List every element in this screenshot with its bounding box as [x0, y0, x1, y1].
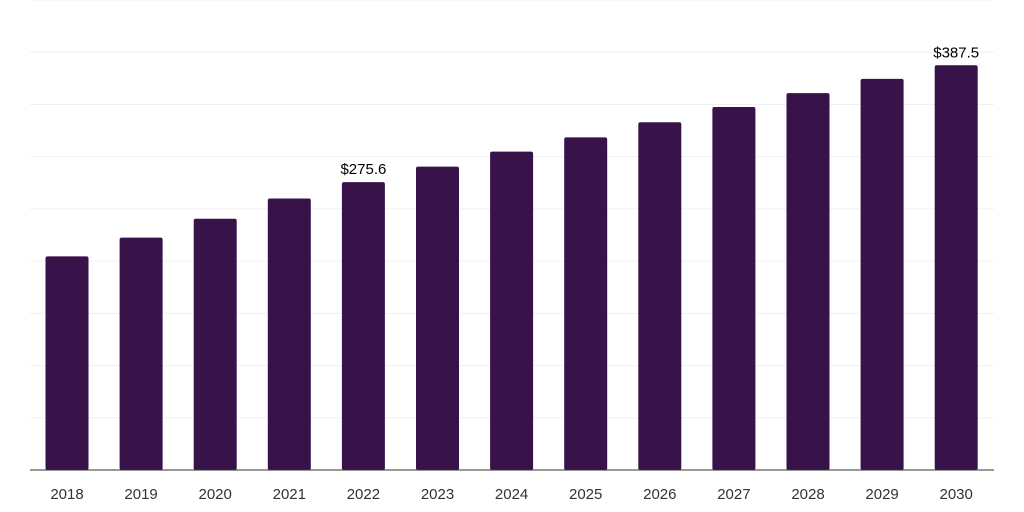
- bar-2029: [860, 78, 904, 470]
- data-label-2022: $275.6: [340, 161, 386, 178]
- bar-2022: [341, 182, 385, 470]
- data-label-2030: $387.5: [933, 44, 979, 61]
- data-labels: $275.6 $387.5: [340, 44, 979, 178]
- bar-2021: [267, 198, 311, 470]
- bar-2028: [786, 93, 830, 471]
- x-tick-label-2027: 2027: [717, 486, 750, 503]
- bar-2024: [490, 151, 534, 471]
- x-tick-label-2029: 2029: [865, 486, 898, 503]
- x-tick-label-2030: 2030: [940, 486, 973, 503]
- bar-2020: [193, 218, 237, 470]
- bar-2026: [638, 122, 682, 470]
- x-tick-label-2019: 2019: [124, 486, 157, 503]
- x-tick-label-2026: 2026: [643, 486, 676, 503]
- x-tick-label-2028: 2028: [791, 486, 824, 503]
- bar-2018: [45, 256, 89, 470]
- bar-2025: [564, 137, 608, 470]
- bars: [45, 65, 978, 471]
- x-tick-label-2024: 2024: [495, 486, 528, 503]
- bar-2030: [934, 65, 978, 471]
- bar-2027: [712, 107, 756, 471]
- bar-2019: [119, 237, 163, 470]
- x-axis-tick-labels: 2018 2019 2020 2021 2022 2023 2024 2025 2026 2027…: [50, 486, 973, 503]
- x-tick-label-2021: 2021: [273, 486, 306, 503]
- x-tick-label-2018: 2018: [50, 486, 83, 503]
- x-tick-label-2020: 2020: [199, 486, 232, 503]
- x-tick-label-2023: 2023: [421, 486, 454, 503]
- bar-2023: [416, 166, 459, 471]
- x-tick-label-2022: 2022: [347, 486, 380, 503]
- x-tick-label-2025: 2025: [569, 486, 602, 503]
